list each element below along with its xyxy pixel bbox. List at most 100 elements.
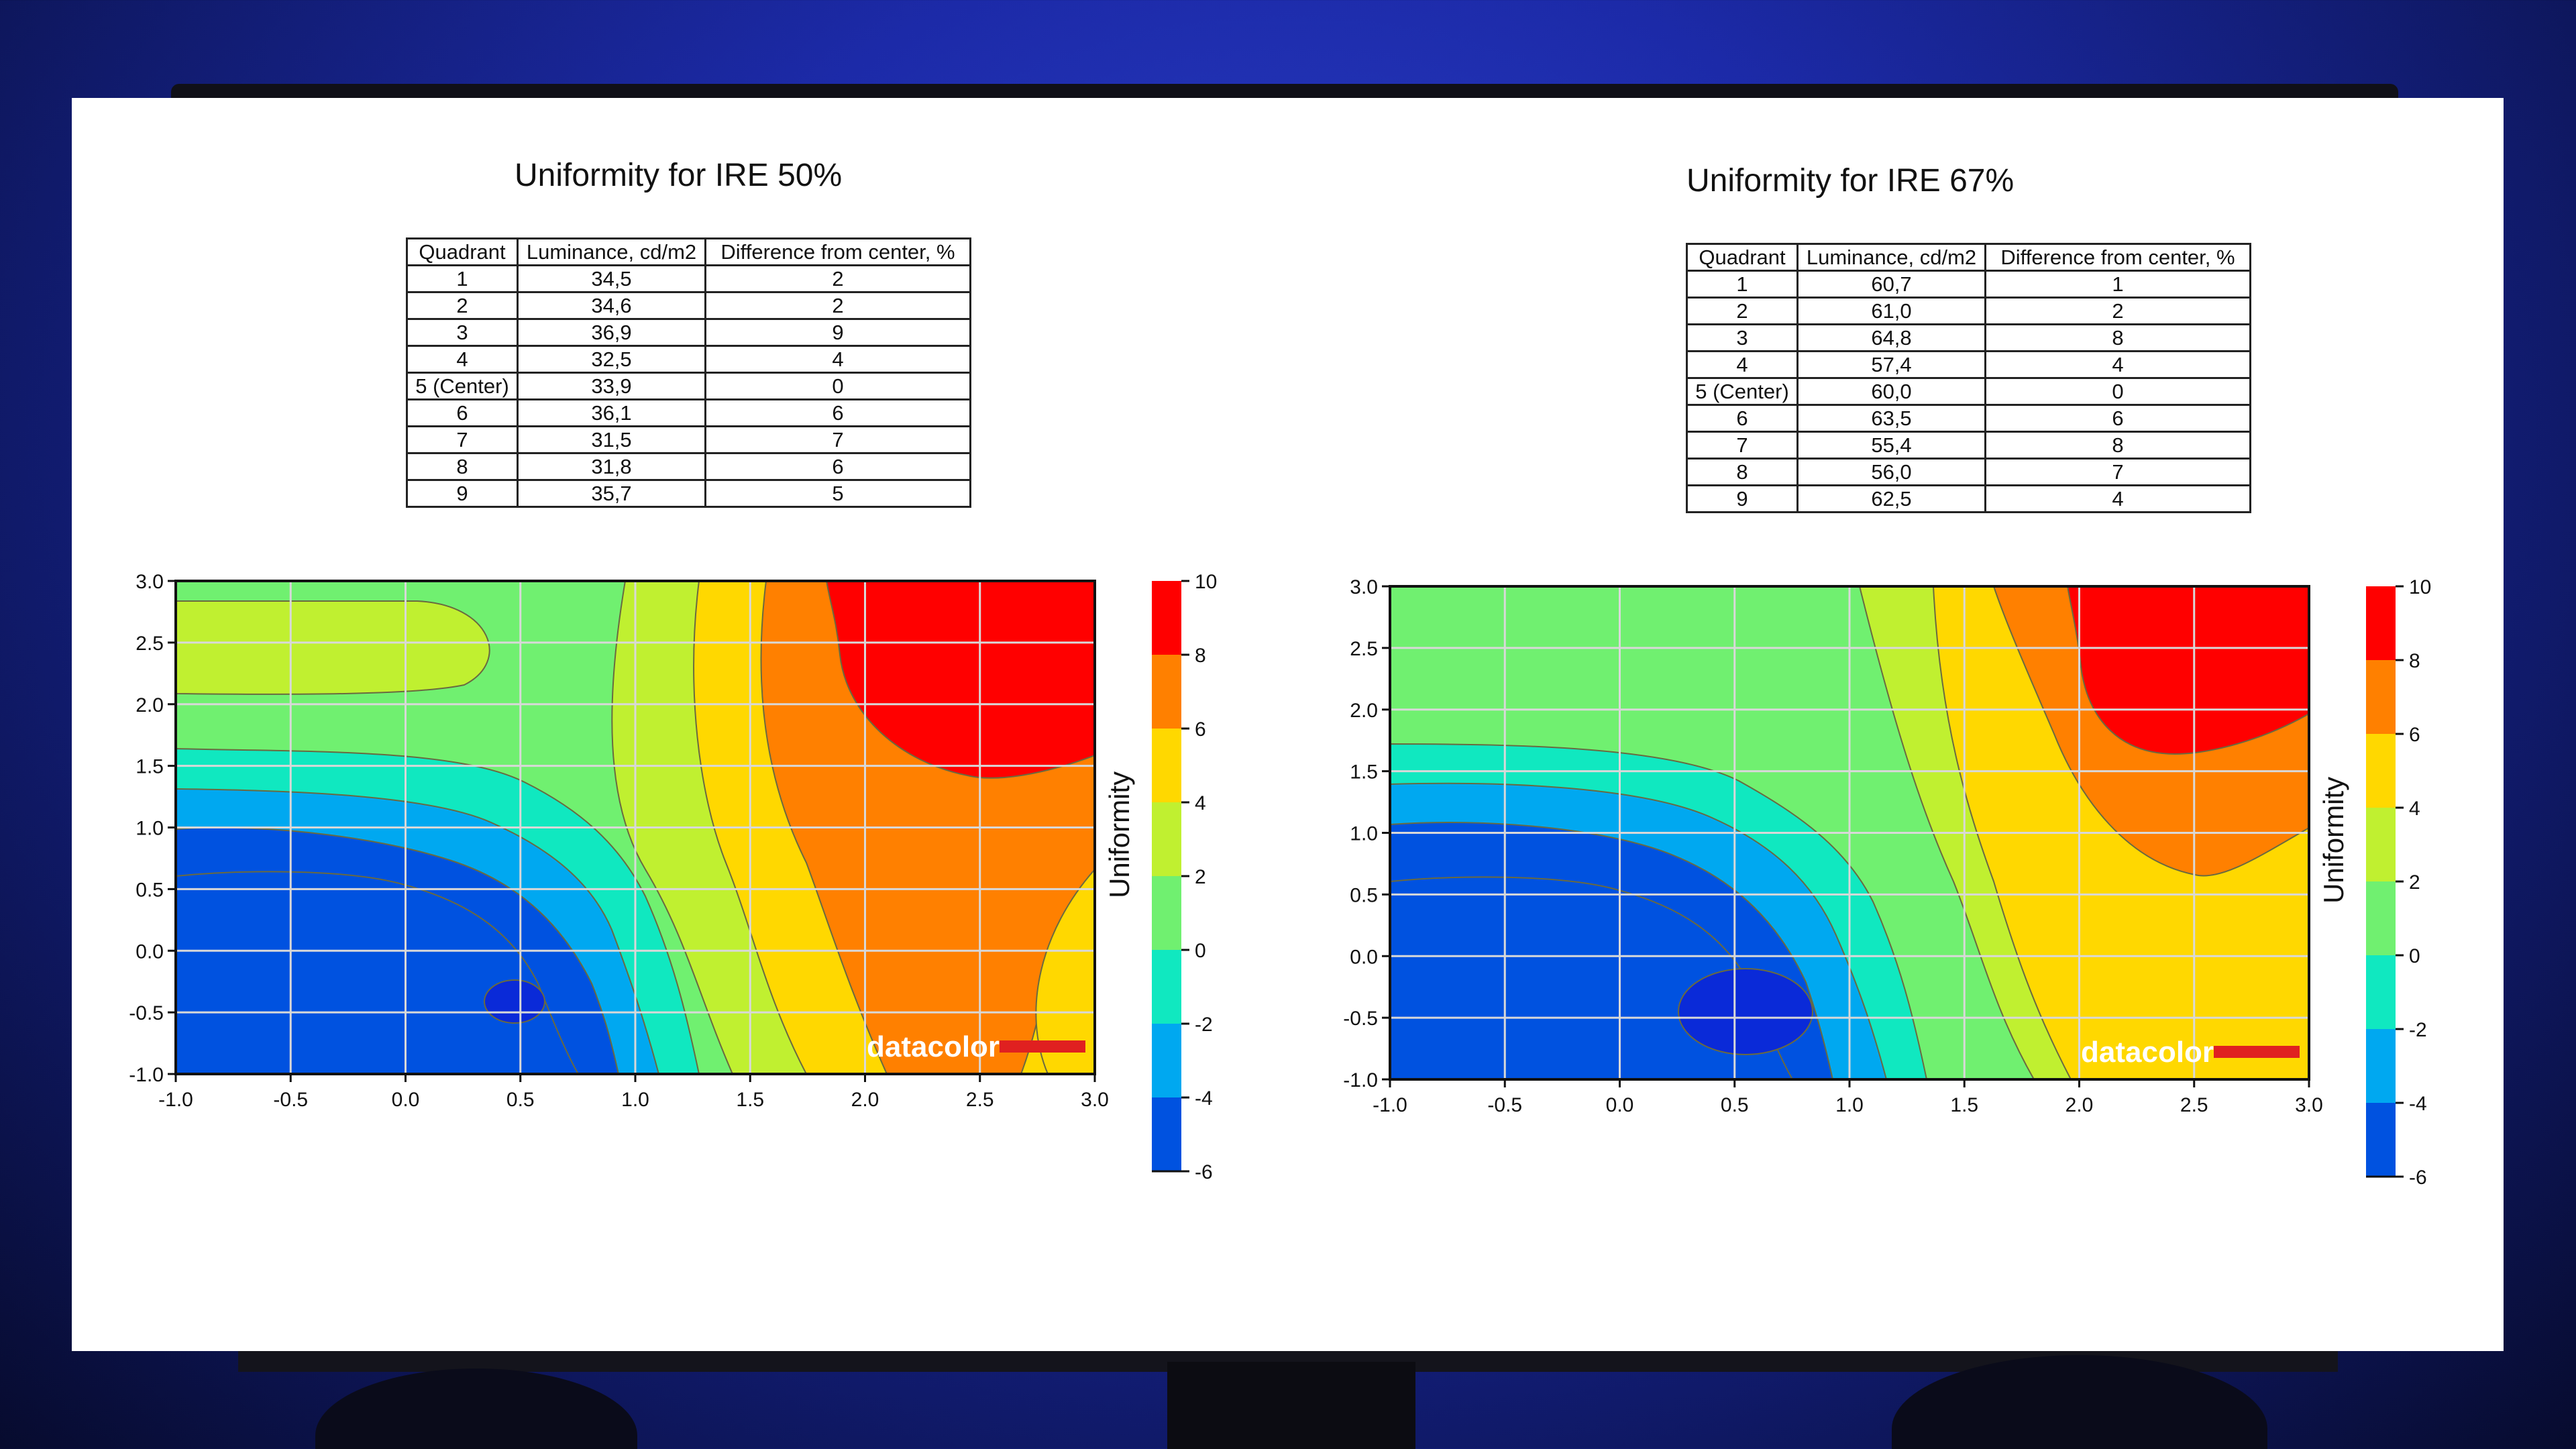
colorbar-tick-label: -2 (1195, 1014, 1213, 1036)
ire67-quadrant-table: Quadrant Luminance, cd/m2 Difference fro… (1686, 243, 2251, 513)
y-tick-label: 0.5 (136, 879, 164, 901)
quadrant-cell: 5 (Center) (406, 372, 519, 400)
y-tick-label: 2.0 (136, 694, 164, 716)
table-header-row: Quadrant Luminance, cd/m2 Difference fro… (1686, 243, 2251, 272)
x-tick-label: 0.0 (1606, 1094, 1634, 1116)
y-tick-label: -1.0 (129, 1064, 164, 1086)
colorbar-band (1152, 655, 1181, 729)
luminance-cell: 36,9 (517, 318, 706, 347)
table-row: 4 57,4 4 (1686, 350, 2251, 379)
x-tick-label: 1.5 (1950, 1094, 1978, 1116)
difference-cell: 4 (1984, 350, 2251, 379)
ire50-title: Uniformity for IRE 50% (515, 158, 843, 193)
colorbar-label: Uniformity (2318, 777, 2349, 904)
ire67-contour-plot: datacolor -1.0 -0.5 0.0 0.5 1.0 1.5 2.0 2.5 3.0 3.… (1343, 576, 2431, 1189)
colorbar-band (1152, 950, 1181, 1024)
colorbar-band (2366, 734, 2396, 808)
colorbar-tick-label: 0 (1195, 940, 1206, 962)
colorbar-tick-label: 10 (1195, 571, 1217, 593)
quadrant-header: Quadrant (406, 237, 519, 266)
contour-band (483, 979, 546, 1024)
quadrant-cell: 6 (406, 398, 519, 427)
y-tick-label: 1.0 (1350, 823, 1378, 845)
table-row: 9 62,5 4 (1686, 484, 2251, 513)
luminance-cell: 62,5 (1796, 484, 1986, 513)
left-speaker (315, 1368, 637, 1449)
ire67-panel: Uniformity for IRE 67% Quadrant Luminanc… (1286, 98, 2493, 1351)
luminance-cell: 60,7 (1796, 270, 1986, 299)
difference-cell: 4 (704, 345, 971, 374)
difference-cell: 5 (704, 479, 971, 508)
difference-cell: 2 (704, 291, 971, 320)
luminance-cell: 31,8 (517, 452, 706, 481)
quadrant-cell: 3 (1686, 323, 1799, 352)
y-tick-label: 3.0 (1350, 576, 1378, 598)
colorbar-band (1152, 1024, 1181, 1098)
contour-band (1035, 868, 1095, 1074)
luminance-cell: 36,1 (517, 398, 706, 427)
quadrant-cell: 1 (406, 264, 519, 293)
difference-cell: 6 (1984, 404, 2251, 433)
table-row: 7 31,5 7 (406, 425, 971, 454)
x-tick-label: 3.0 (1081, 1089, 1109, 1111)
colorbar-tick-label: -6 (1195, 1161, 1213, 1183)
colorbar-label: Uniformity (1104, 771, 1135, 898)
y-tick-label: 2.5 (136, 633, 164, 655)
colorbar-tick-label: 6 (2409, 724, 2420, 746)
x-tick-label: 1.5 (736, 1089, 764, 1111)
quadrant-cell: 8 (406, 452, 519, 481)
monitor-screen: Uniformity for IRE 50% Quadrant Luminanc… (72, 98, 2504, 1351)
colorbar-tick-label: -2 (2409, 1019, 2427, 1041)
grid (176, 581, 1095, 1074)
difference-cell: 4 (1984, 484, 2251, 513)
colorbar: 10 8 6 4 2 0 -2 -4 -6 Uniformity (1104, 571, 1217, 1183)
difference-cell: 2 (1984, 297, 2251, 325)
table-row: 6 36,1 6 (406, 398, 971, 427)
table-row: 2 61,0 2 (1686, 297, 2251, 325)
luminance-cell: 35,7 (517, 479, 706, 508)
table-row: 1 34,5 2 (406, 264, 971, 293)
colorbar-tick-label: 2 (1195, 866, 1206, 888)
contour-band (1677, 968, 1814, 1055)
quadrant-cell: 8 (1686, 458, 1799, 486)
table-header-row: Quadrant Luminance, cd/m2 Difference fro… (406, 237, 971, 266)
y-tick-label: 3.0 (136, 571, 164, 593)
colorbar-band (2366, 586, 2396, 661)
colorbar: 10 8 6 4 2 0 -2 -4 -6 Uniformity (2318, 576, 2431, 1189)
luminance-cell: 64,8 (1796, 323, 1986, 352)
datacolor-watermark: datacolor (2081, 1036, 2214, 1069)
quadrant-cell: 7 (406, 425, 519, 454)
x-tick-label: 3.0 (2295, 1094, 2323, 1116)
colorbar-band (1152, 581, 1181, 655)
luminance-cell: 33,9 (517, 372, 706, 400)
x-tick-label: 2.5 (2180, 1094, 2208, 1116)
colorbar-tick-label: 0 (2409, 945, 2420, 967)
table-row: 2 34,6 2 (406, 291, 971, 320)
x-tick-label: 2.0 (2065, 1094, 2094, 1116)
quadrant-cell: 4 (1686, 350, 1799, 379)
quadrant-cell: 6 (1686, 404, 1799, 433)
table-row: 5 (Center) 33,9 0 (406, 372, 971, 400)
colorbar-band (2366, 1029, 2396, 1104)
y-tick-label: -0.5 (1343, 1008, 1378, 1030)
colorbar-tick-label: 8 (2409, 650, 2420, 672)
colorbar-tick-label: -4 (1195, 1087, 1213, 1110)
table-row: 4 32,5 4 (406, 345, 971, 374)
table-row: 8 31,8 6 (406, 452, 971, 481)
x-tick-label: -0.5 (273, 1089, 308, 1111)
quadrant-cell: 2 (406, 291, 519, 320)
watermark-bar (2214, 1046, 2300, 1058)
y-tick-label: 1.0 (136, 818, 164, 840)
contour-band (825, 581, 1095, 779)
y-tick-label: 1.5 (1350, 761, 1378, 784)
quadrant-cell: 7 (1686, 431, 1799, 460)
ire50-quadrant-table: Quadrant Luminance, cd/m2 Difference fro… (406, 237, 971, 508)
table-row: 7 55,4 8 (1686, 431, 2251, 460)
colorbar-band (1152, 1097, 1181, 1172)
difference-cell: 2 (704, 264, 971, 293)
difference-header: Difference from center, % (704, 237, 971, 266)
plot-area: datacolor (174, 580, 1096, 1075)
x-tick-label: -0.5 (1487, 1094, 1522, 1116)
luminance-cell: 32,5 (517, 345, 706, 374)
luminance-cell: 34,6 (517, 291, 706, 320)
